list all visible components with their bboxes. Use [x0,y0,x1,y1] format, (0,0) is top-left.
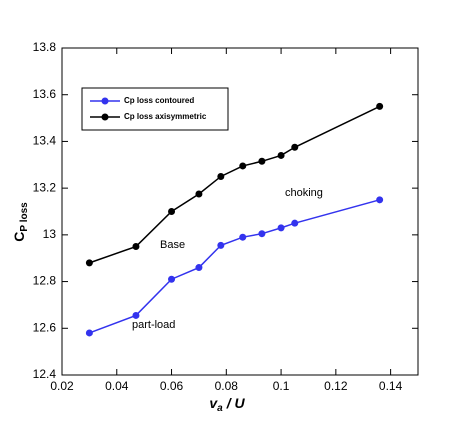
data-point [217,241,225,249]
series-line [89,105,380,264]
data-point [277,151,285,159]
y-axis-label: CP loss [11,202,30,242]
y-tick-label: 12.6 [33,320,57,334]
legend-marker [101,113,109,121]
plot-frame [61,47,419,376]
data-point [85,329,93,337]
y-tick-label: 12.4 [33,367,57,381]
series-line [89,199,380,334]
x-tick-label: 0.04 [105,379,129,393]
data-point [239,162,247,170]
y-label-main: C [11,232,27,242]
x-tick-label: 0.12 [324,379,348,393]
legend-marker [101,97,109,105]
data-point [291,219,299,227]
annotation: choking [285,187,323,199]
legend-label: Cp loss axisymmetric [124,112,207,121]
annotation: Base [160,239,185,251]
y-tick-label: 13.4 [33,134,57,148]
x-tick-label: 0.06 [160,379,184,393]
y-label-sub: P loss [19,202,30,232]
data-point [195,190,203,198]
data-point [277,224,285,232]
data-point [132,311,140,319]
x-tick-label: 0.08 [215,379,239,393]
y-tick-label: 13 [43,227,57,241]
data-point [376,102,384,110]
y-tick-label: 13.6 [33,87,57,101]
data-point [195,264,203,272]
data-point [239,233,247,241]
y-tick-label: 13.2 [33,180,57,194]
x-tick-label: 0.14 [379,379,403,393]
annotation: part-load [132,319,175,331]
x-label-main: v [209,395,218,411]
data-point [85,259,93,267]
x-label-sub: a [217,403,223,414]
y-tick-label: 12.8 [33,274,57,288]
data-point [168,208,176,215]
legend-box [81,87,229,131]
x-axis-label: va / U [209,395,245,414]
y-tick-label: 13.8 [33,40,57,54]
x-tick-label: 0.1 [273,379,290,393]
data-point [168,275,176,283]
x-label-rest: / U [226,395,246,411]
data-point [217,172,225,180]
x-tick-label: 0.02 [50,379,74,393]
data-point [258,157,266,165]
data-point [258,230,266,238]
data-point [291,143,299,151]
data-point [376,196,384,204]
legend-label: Cp loss contoured [124,96,194,105]
data-point [132,243,140,251]
